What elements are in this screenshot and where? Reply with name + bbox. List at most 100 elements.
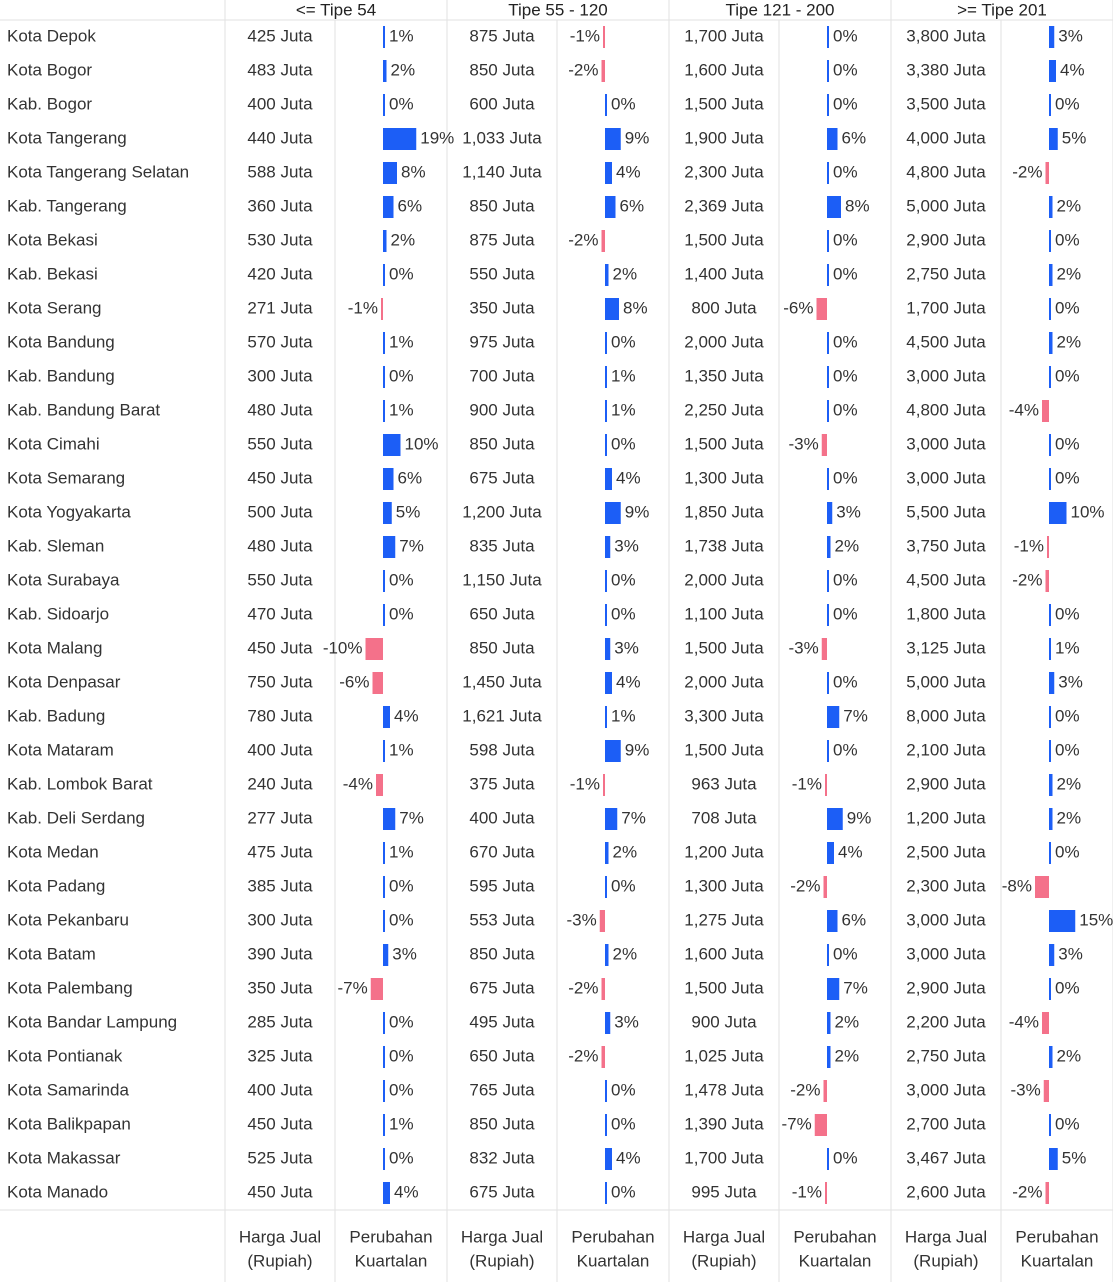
region-name: Kota Serang — [7, 298, 102, 317]
region-name: Kota Pontianak — [7, 1046, 123, 1065]
change-label: -2% — [1012, 162, 1042, 181]
change-label: 3% — [614, 1012, 639, 1031]
change-bar — [827, 1148, 829, 1170]
change-label: 4% — [394, 706, 419, 725]
footer-label: (Rupiah) — [247, 1251, 312, 1270]
change-label: 2% — [835, 536, 860, 555]
change-bar — [827, 128, 838, 150]
change-bar — [827, 60, 829, 82]
change-bar — [1049, 910, 1076, 932]
change-bar — [605, 366, 607, 388]
footer-label: Kuartalan — [355, 1251, 428, 1270]
change-label: 0% — [833, 400, 858, 419]
price: 450 Juta — [247, 1114, 313, 1133]
change-bar — [605, 842, 609, 864]
price: 1,500 Juta — [684, 94, 764, 113]
price: 475 Juta — [247, 842, 313, 861]
change-label: -3% — [1011, 1080, 1041, 1099]
price: 1,350 Juta — [684, 366, 764, 385]
change-bar — [827, 842, 834, 864]
change-bar — [605, 400, 607, 422]
price: 440 Juta — [247, 128, 313, 147]
price: 350 Juta — [469, 298, 535, 317]
price: 400 Juta — [247, 1080, 313, 1099]
change-bar — [1049, 230, 1051, 252]
change-label: -3% — [789, 434, 819, 453]
change-label: 5% — [396, 502, 421, 521]
change-label: 7% — [399, 808, 424, 827]
change-label: 1% — [611, 706, 636, 725]
change-bar — [601, 1046, 605, 1068]
change-label: 6% — [842, 128, 867, 147]
change-bar — [1049, 842, 1051, 864]
change-bar — [1049, 60, 1056, 82]
price: 1,390 Juta — [684, 1114, 764, 1133]
price: 2,500 Juta — [906, 842, 986, 861]
change-label: 10% — [1071, 502, 1105, 521]
change-bar — [1049, 502, 1067, 524]
price: 4,800 Juta — [906, 400, 986, 419]
change-bar — [383, 740, 385, 762]
change-label: -2% — [568, 60, 598, 79]
change-label: 0% — [1055, 842, 1080, 861]
region-name: Kab. Deli Serdang — [7, 808, 145, 827]
price: 850 Juta — [469, 434, 535, 453]
region-name: Kota Depok — [7, 26, 96, 45]
price: 4,800 Juta — [906, 162, 986, 181]
change-label: 0% — [611, 1080, 636, 1099]
change-bar — [605, 570, 607, 592]
change-label: 2% — [391, 230, 416, 249]
change-bar — [827, 26, 829, 48]
price: 3,000 Juta — [906, 468, 986, 487]
price: 1,700 Juta — [906, 298, 986, 317]
change-label: 7% — [843, 706, 868, 725]
price: 8,000 Juta — [906, 706, 986, 725]
change-label: 1% — [389, 26, 414, 45]
change-label: 0% — [389, 604, 414, 623]
change-bar — [605, 672, 612, 694]
price: 708 Juta — [691, 808, 757, 827]
change-bar — [1049, 774, 1053, 796]
region-name: Kota Padang — [7, 876, 105, 895]
change-label: 0% — [833, 604, 858, 623]
change-bar — [1049, 94, 1051, 116]
change-bar — [1049, 128, 1058, 150]
price: 2,200 Juta — [906, 1012, 986, 1031]
change-label: 0% — [1055, 434, 1080, 453]
change-bar — [383, 60, 387, 82]
change-bar — [383, 536, 396, 558]
change-bar — [603, 26, 605, 48]
price: 300 Juta — [247, 366, 313, 385]
change-bar — [1043, 1080, 1049, 1102]
price: 2,900 Juta — [906, 774, 986, 793]
change-bar — [370, 978, 383, 1000]
change-bar — [1042, 1012, 1049, 1034]
price: 550 Juta — [247, 434, 313, 453]
price: 300 Juta — [247, 910, 313, 929]
change-bar — [383, 706, 390, 728]
footer-label: Harga Jual — [461, 1227, 543, 1246]
change-bar — [1049, 638, 1051, 660]
price: 3,800 Juta — [906, 26, 986, 45]
region-name: Kota Makassar — [7, 1148, 121, 1167]
change-label: 2% — [613, 842, 638, 861]
change-label: -1% — [1014, 536, 1044, 555]
change-label: 0% — [1055, 468, 1080, 487]
change-label: 8% — [623, 298, 648, 317]
price: 3,000 Juta — [906, 1080, 986, 1099]
price: 483 Juta — [247, 60, 313, 79]
price: 3,750 Juta — [906, 536, 986, 555]
price: 550 Juta — [247, 570, 313, 589]
change-label: -6% — [783, 298, 813, 317]
change-bar — [1049, 808, 1053, 830]
price: 3,000 Juta — [906, 944, 986, 963]
change-label: 0% — [1055, 978, 1080, 997]
price: 875 Juta — [469, 26, 535, 45]
change-bar — [1049, 1148, 1058, 1170]
price: 525 Juta — [247, 1148, 313, 1167]
change-label: -3% — [789, 638, 819, 657]
change-label: 6% — [398, 468, 423, 487]
change-label: 2% — [1057, 196, 1082, 215]
price: 2,100 Juta — [906, 740, 986, 759]
